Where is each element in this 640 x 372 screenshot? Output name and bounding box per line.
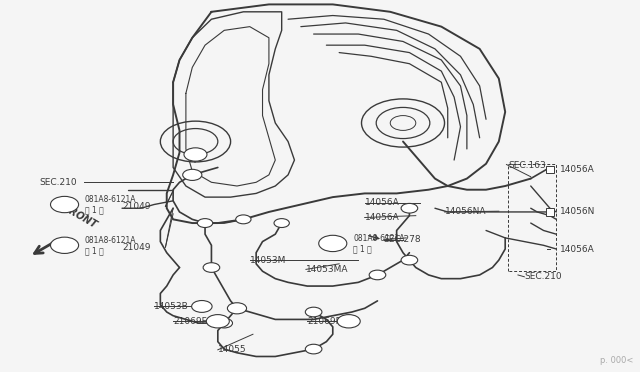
Circle shape: [319, 235, 347, 251]
Text: 14056NA: 14056NA: [445, 208, 486, 217]
Text: SEC.278: SEC.278: [384, 235, 422, 244]
Text: 21049: 21049: [122, 202, 150, 211]
Text: 14056N: 14056N: [559, 208, 595, 217]
Circle shape: [305, 344, 322, 354]
Text: B: B: [61, 241, 67, 250]
Text: FRONT: FRONT: [61, 203, 99, 231]
Circle shape: [206, 315, 229, 328]
Circle shape: [236, 215, 251, 224]
Bar: [546, 208, 554, 216]
Circle shape: [51, 237, 79, 253]
Text: 14055: 14055: [218, 345, 246, 354]
Circle shape: [305, 307, 322, 317]
Circle shape: [337, 315, 360, 328]
Text: 14056A: 14056A: [559, 244, 594, 253]
Text: SEC.210: SEC.210: [39, 178, 77, 187]
Circle shape: [227, 303, 246, 314]
Text: 081A8-6121A
〈 1 〉: 081A8-6121A 〈 1 〉: [85, 195, 136, 214]
Bar: [546, 166, 554, 173]
Text: 21069F: 21069F: [307, 317, 341, 326]
Text: 14056A: 14056A: [365, 198, 399, 207]
Circle shape: [184, 148, 207, 161]
Text: 14053MA: 14053MA: [306, 265, 348, 274]
Text: 081A8-6121A
〈 1 〉: 081A8-6121A 〈 1 〉: [353, 234, 404, 253]
Text: 21049: 21049: [122, 243, 150, 251]
Circle shape: [191, 301, 212, 312]
Text: 14053B: 14053B: [154, 302, 189, 311]
Text: B: B: [61, 200, 67, 209]
Circle shape: [51, 196, 79, 213]
Circle shape: [203, 263, 220, 272]
Text: p. 000<: p. 000<: [600, 356, 633, 365]
Text: SEC.210: SEC.210: [524, 272, 562, 281]
Text: B: B: [330, 239, 335, 248]
Circle shape: [182, 169, 202, 180]
Text: 21069F: 21069F: [173, 317, 207, 326]
Circle shape: [274, 219, 289, 228]
Circle shape: [401, 255, 418, 265]
Text: SEC.163: SEC.163: [508, 161, 546, 170]
Text: 081A8-6121A
〈 1 〉: 081A8-6121A 〈 1 〉: [85, 235, 136, 255]
Circle shape: [197, 219, 212, 228]
Circle shape: [369, 270, 386, 280]
Text: 14056A: 14056A: [365, 213, 399, 222]
Text: 14053M: 14053M: [250, 256, 286, 264]
Circle shape: [216, 318, 232, 328]
Text: 14056A: 14056A: [559, 165, 594, 174]
Circle shape: [401, 203, 418, 213]
